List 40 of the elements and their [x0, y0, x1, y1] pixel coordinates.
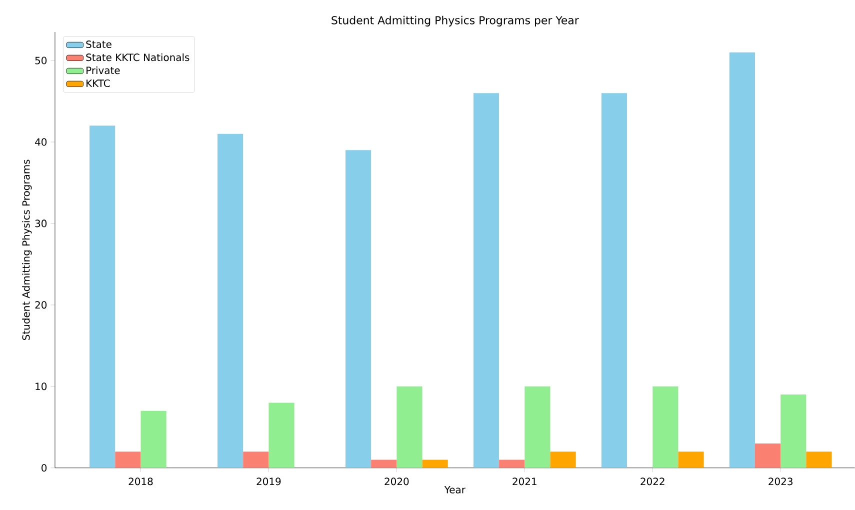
bar [396, 386, 422, 468]
bar [729, 52, 755, 468]
y-tick-label: 10 [36, 382, 47, 390]
y-axis-title: Student Admitting Physics Programs [22, 160, 32, 340]
legend-label: State [86, 40, 112, 48]
y-tick-label: 40 [35, 138, 47, 146]
x-tick-label: 2019 [256, 478, 281, 486]
legend-label: KKTC [86, 80, 110, 88]
y-tick-label: 0 [42, 464, 47, 472]
x-tick-label: 2023 [768, 478, 792, 486]
bar [678, 452, 704, 468]
bar [601, 93, 628, 468]
bar [550, 452, 576, 468]
bar [218, 134, 244, 468]
bar [90, 126, 116, 468]
bar [754, 444, 781, 468]
legend-label: Private [86, 66, 120, 74]
bar [524, 386, 550, 468]
bar [422, 460, 448, 468]
legend-label: State KKTC Nationals [86, 53, 190, 62]
bar [268, 402, 294, 468]
x-tick-label: 2018 [128, 478, 153, 486]
bar [140, 410, 166, 468]
chart-title: Student Admitting Physics Programs per Year [332, 16, 579, 27]
bar [345, 150, 372, 468]
bar [499, 460, 525, 468]
y-tick-label: 30 [35, 220, 47, 228]
bar [806, 452, 832, 468]
y-tick-label: 20 [35, 301, 47, 309]
bar [371, 460, 397, 468]
x-tick-label: 2022 [640, 478, 664, 486]
bar [652, 386, 678, 468]
bar [473, 93, 500, 468]
x-tick-label: 2021 [512, 478, 536, 486]
y-tick-label: 50 [35, 56, 47, 64]
bar [115, 452, 141, 468]
x-tick-label: 2020 [384, 478, 409, 486]
bar [780, 394, 806, 468]
x-axis-title: Year [444, 486, 466, 494]
bar [243, 452, 269, 468]
